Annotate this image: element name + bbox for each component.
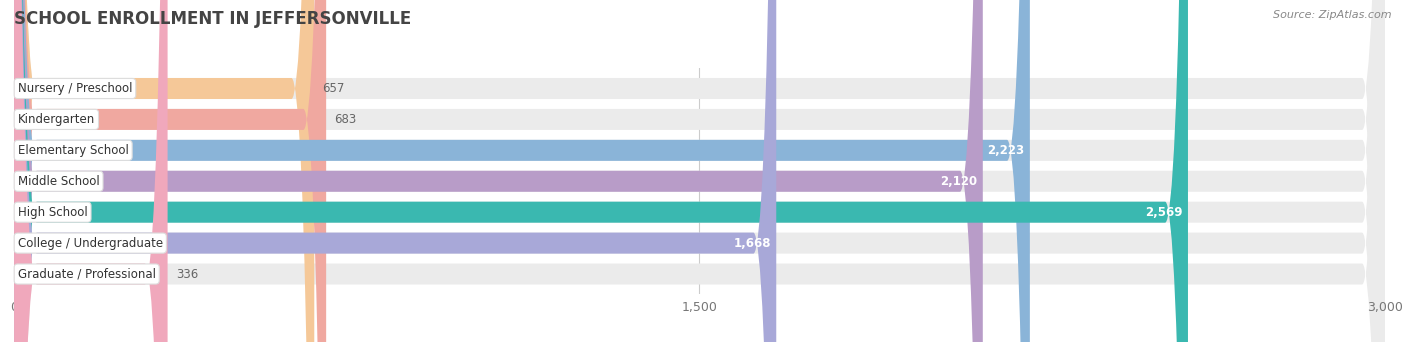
Text: Elementary School: Elementary School bbox=[18, 144, 128, 157]
FancyBboxPatch shape bbox=[14, 0, 1385, 342]
Text: 2,120: 2,120 bbox=[941, 175, 977, 188]
FancyBboxPatch shape bbox=[14, 0, 1385, 342]
FancyBboxPatch shape bbox=[14, 0, 315, 342]
Text: 2,223: 2,223 bbox=[987, 144, 1025, 157]
FancyBboxPatch shape bbox=[14, 0, 983, 342]
FancyBboxPatch shape bbox=[14, 0, 776, 342]
FancyBboxPatch shape bbox=[14, 0, 1385, 342]
Text: Graduate / Professional: Graduate / Professional bbox=[18, 267, 156, 280]
Text: Nursery / Preschool: Nursery / Preschool bbox=[18, 82, 132, 95]
FancyBboxPatch shape bbox=[14, 0, 1385, 342]
FancyBboxPatch shape bbox=[14, 0, 167, 342]
Text: 336: 336 bbox=[176, 267, 198, 280]
Text: 2,569: 2,569 bbox=[1144, 206, 1182, 219]
Text: Kindergarten: Kindergarten bbox=[18, 113, 96, 126]
Text: Middle School: Middle School bbox=[18, 175, 100, 188]
Text: 1,668: 1,668 bbox=[734, 237, 770, 250]
Text: 657: 657 bbox=[322, 82, 344, 95]
FancyBboxPatch shape bbox=[14, 0, 1385, 342]
Text: SCHOOL ENROLLMENT IN JEFFERSONVILLE: SCHOOL ENROLLMENT IN JEFFERSONVILLE bbox=[14, 10, 412, 28]
FancyBboxPatch shape bbox=[14, 0, 1029, 342]
Text: College / Undergraduate: College / Undergraduate bbox=[18, 237, 163, 250]
FancyBboxPatch shape bbox=[14, 0, 326, 342]
FancyBboxPatch shape bbox=[14, 0, 1385, 342]
FancyBboxPatch shape bbox=[14, 0, 1188, 342]
Text: High School: High School bbox=[18, 206, 87, 219]
FancyBboxPatch shape bbox=[14, 0, 1385, 342]
Text: 683: 683 bbox=[335, 113, 357, 126]
Text: Source: ZipAtlas.com: Source: ZipAtlas.com bbox=[1274, 10, 1392, 20]
